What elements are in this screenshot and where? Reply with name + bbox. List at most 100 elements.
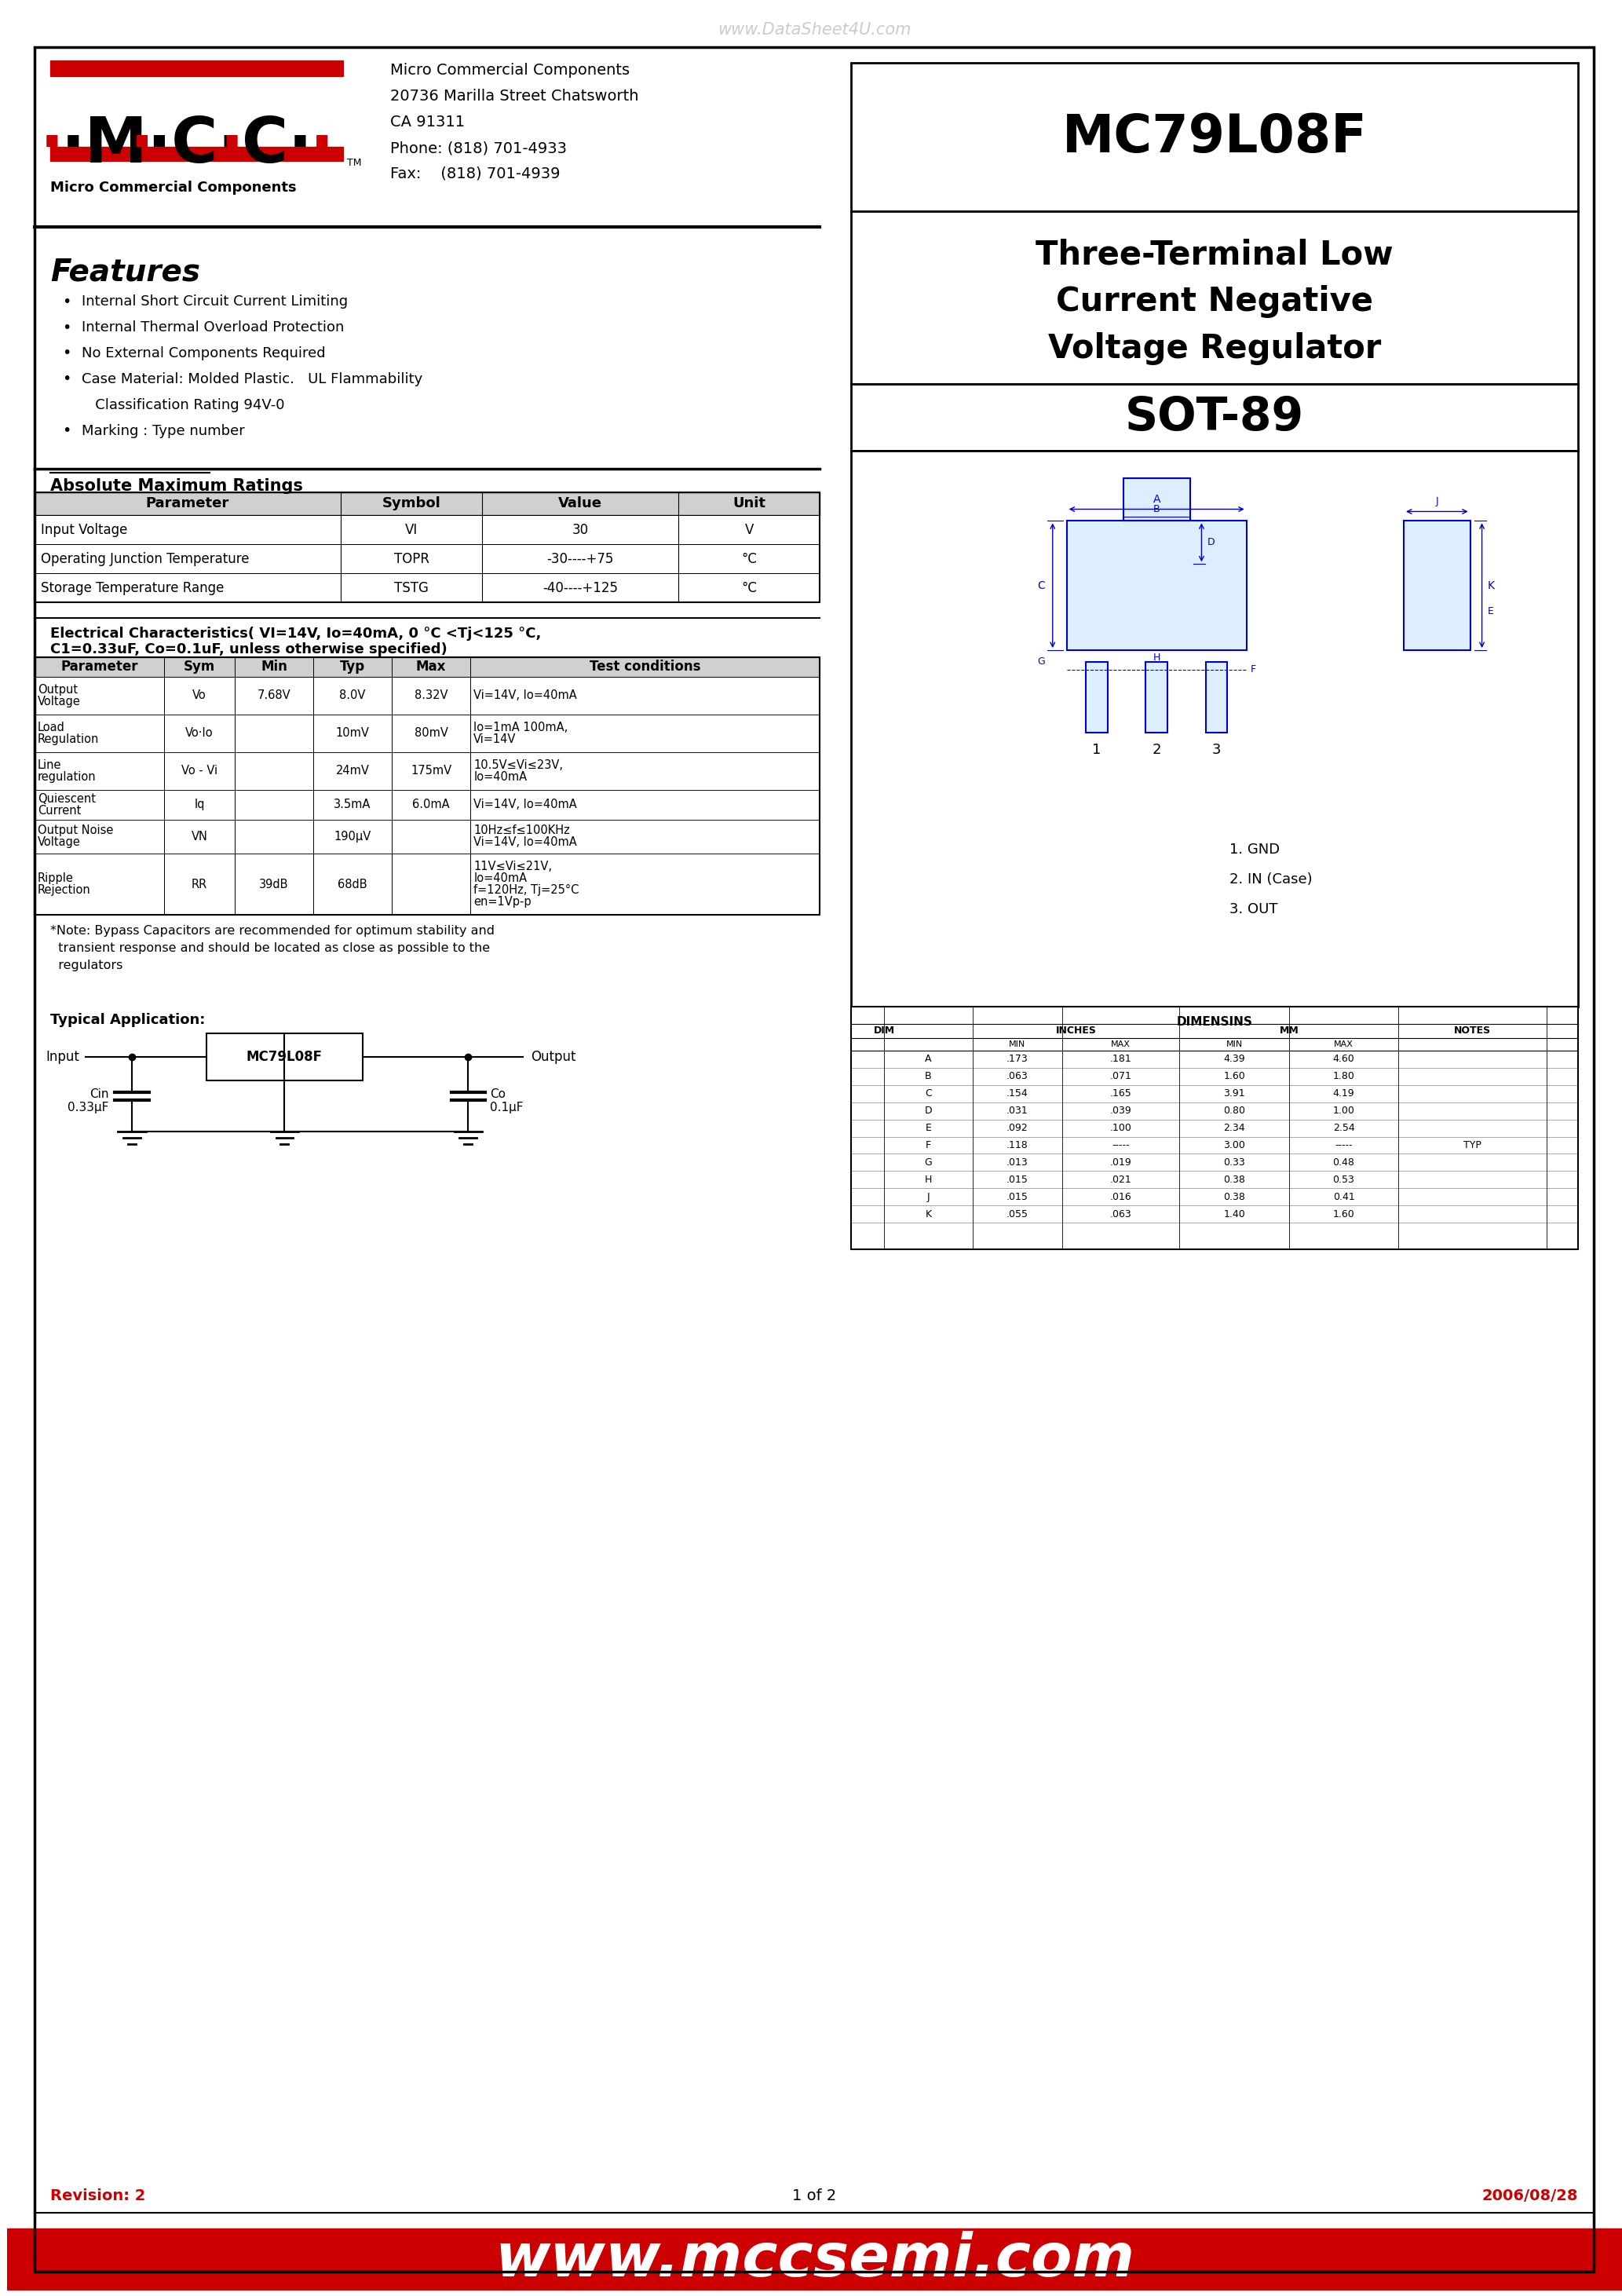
Text: °C: °C: [741, 551, 757, 567]
Text: A: A: [925, 1054, 931, 1065]
Text: 1: 1: [1092, 742, 1101, 758]
Text: H: H: [925, 1176, 933, 1185]
Text: DIMENSINS: DIMENSINS: [1176, 1017, 1252, 1029]
Bar: [1085, 661, 1108, 732]
Text: TOPR: TOPR: [394, 551, 430, 567]
Text: -----: -----: [1335, 1141, 1353, 1150]
Text: Vo: Vo: [193, 689, 206, 703]
Text: 10.5V≤Vi≤23V,: 10.5V≤Vi≤23V,: [474, 760, 563, 771]
Bar: [34, 657, 821, 677]
Text: Output: Output: [37, 684, 78, 696]
Text: Current Negative: Current Negative: [1056, 285, 1374, 319]
Text: 11V≤Vi≤21V,: 11V≤Vi≤21V,: [474, 861, 551, 872]
Text: .039: .039: [1109, 1107, 1132, 1116]
Text: *Note: Bypass Capacitors are recommended for optimum stability and: *Note: Bypass Capacitors are recommended…: [50, 925, 495, 937]
Text: D: D: [1207, 537, 1215, 546]
Bar: [852, 211, 1578, 383]
Text: 0.33: 0.33: [1223, 1157, 1246, 1169]
Text: .013: .013: [1007, 1157, 1028, 1169]
Text: Micro Commercial Components: Micro Commercial Components: [50, 181, 297, 195]
Text: .154: .154: [1007, 1088, 1028, 1100]
Text: Parameter: Parameter: [60, 659, 138, 675]
Bar: [50, 60, 344, 76]
Text: Parameter: Parameter: [146, 496, 229, 510]
Text: en=1Vp-p: en=1Vp-p: [474, 895, 532, 907]
Text: Vo - Vi: Vo - Vi: [182, 765, 217, 776]
Text: 0.33μF: 0.33μF: [68, 1102, 109, 1114]
Text: K: K: [1487, 581, 1494, 590]
Text: MAX: MAX: [1333, 1040, 1353, 1049]
Text: B: B: [1153, 505, 1160, 514]
Text: Case Material: Molded Plastic.   UL Flammability: Case Material: Molded Plastic. UL Flamma…: [81, 372, 422, 386]
Text: •: •: [62, 372, 71, 386]
Text: Internal Thermal Overload Protection: Internal Thermal Overload Protection: [81, 321, 344, 335]
Bar: [34, 753, 821, 790]
Text: Typical Application:: Typical Application:: [50, 1013, 204, 1026]
Text: Voltage Regulator: Voltage Regulator: [1048, 333, 1382, 365]
Bar: [6, 2229, 1622, 2291]
Text: 0.38: 0.38: [1223, 1192, 1246, 1203]
Text: 20736 Marilla Street Chatsworth: 20736 Marilla Street Chatsworth: [389, 90, 639, 103]
Text: 68dB: 68dB: [337, 879, 367, 891]
Text: Revision: 2: Revision: 2: [50, 2188, 146, 2204]
Bar: [34, 790, 821, 820]
Text: A: A: [1153, 494, 1160, 505]
Text: CA 91311: CA 91311: [389, 115, 466, 129]
Text: .015: .015: [1006, 1176, 1028, 1185]
Text: 0.80: 0.80: [1223, 1107, 1246, 1116]
Text: -40----+125: -40----+125: [543, 581, 618, 595]
Bar: [34, 491, 821, 602]
Text: f=120Hz, Tj=25°C: f=120Hz, Tj=25°C: [474, 884, 579, 895]
Text: K: K: [925, 1210, 931, 1219]
Text: www.DataSheet4U.com: www.DataSheet4U.com: [719, 23, 912, 37]
Text: Vi=14V, Io=40mA: Vi=14V, Io=40mA: [474, 836, 577, 850]
Bar: [34, 574, 821, 602]
Text: Rejection: Rejection: [37, 884, 91, 895]
Bar: [852, 450, 1578, 1006]
Text: Fax:    (818) 701-4939: Fax: (818) 701-4939: [389, 165, 560, 181]
Text: Io=40mA: Io=40mA: [474, 872, 527, 884]
Text: 4.39: 4.39: [1223, 1054, 1246, 1065]
Text: C: C: [1036, 581, 1045, 590]
Text: Output Noise: Output Noise: [37, 824, 114, 836]
Text: .021: .021: [1109, 1176, 1132, 1185]
Text: SOT-89: SOT-89: [1126, 395, 1304, 439]
Text: 0.48: 0.48: [1333, 1157, 1354, 1169]
Bar: [852, 62, 1578, 211]
Text: H: H: [1153, 652, 1160, 664]
Text: Io=1mA 100mA,: Io=1mA 100mA,: [474, 721, 568, 732]
Text: 3. OUT: 3. OUT: [1229, 902, 1278, 916]
Text: E: E: [1487, 606, 1494, 618]
Text: Absolute Maximum Ratings: Absolute Maximum Ratings: [50, 478, 303, 494]
Text: VN: VN: [191, 831, 208, 843]
Text: Features: Features: [50, 257, 200, 287]
Text: Marking : Type number: Marking : Type number: [81, 425, 245, 439]
Text: 1. GND: 1. GND: [1229, 843, 1280, 856]
Text: MIN: MIN: [1009, 1040, 1025, 1049]
Text: Line: Line: [37, 760, 62, 771]
Bar: [206, 1033, 363, 1079]
Text: regulators: regulators: [50, 960, 123, 971]
Text: -30----+75: -30----+75: [547, 551, 613, 567]
Text: MM: MM: [1280, 1026, 1299, 1035]
Text: •: •: [62, 294, 71, 310]
Text: Min: Min: [261, 659, 287, 675]
Text: 8.32V: 8.32V: [415, 689, 448, 703]
Text: G: G: [1036, 657, 1045, 668]
Text: Test conditions: Test conditions: [590, 659, 701, 675]
Text: .092: .092: [1007, 1123, 1028, 1134]
Text: Voltage: Voltage: [37, 836, 81, 850]
Text: 3.91: 3.91: [1223, 1088, 1246, 1100]
Text: Output: Output: [530, 1049, 576, 1063]
Text: .055: .055: [1006, 1210, 1028, 1219]
Text: Cin: Cin: [89, 1088, 109, 1100]
Text: 24mV: 24mV: [336, 765, 370, 776]
Bar: [34, 714, 821, 753]
Text: .173: .173: [1007, 1054, 1028, 1065]
Text: Phone: (818) 701-4933: Phone: (818) 701-4933: [389, 140, 566, 156]
Text: TYP: TYP: [1463, 1141, 1481, 1150]
Text: 190μV: 190μV: [334, 831, 371, 843]
Text: Three-Terminal Low: Three-Terminal Low: [1036, 239, 1393, 271]
Text: Vo·Io: Vo·Io: [185, 728, 214, 739]
Text: 2: 2: [1152, 742, 1161, 758]
